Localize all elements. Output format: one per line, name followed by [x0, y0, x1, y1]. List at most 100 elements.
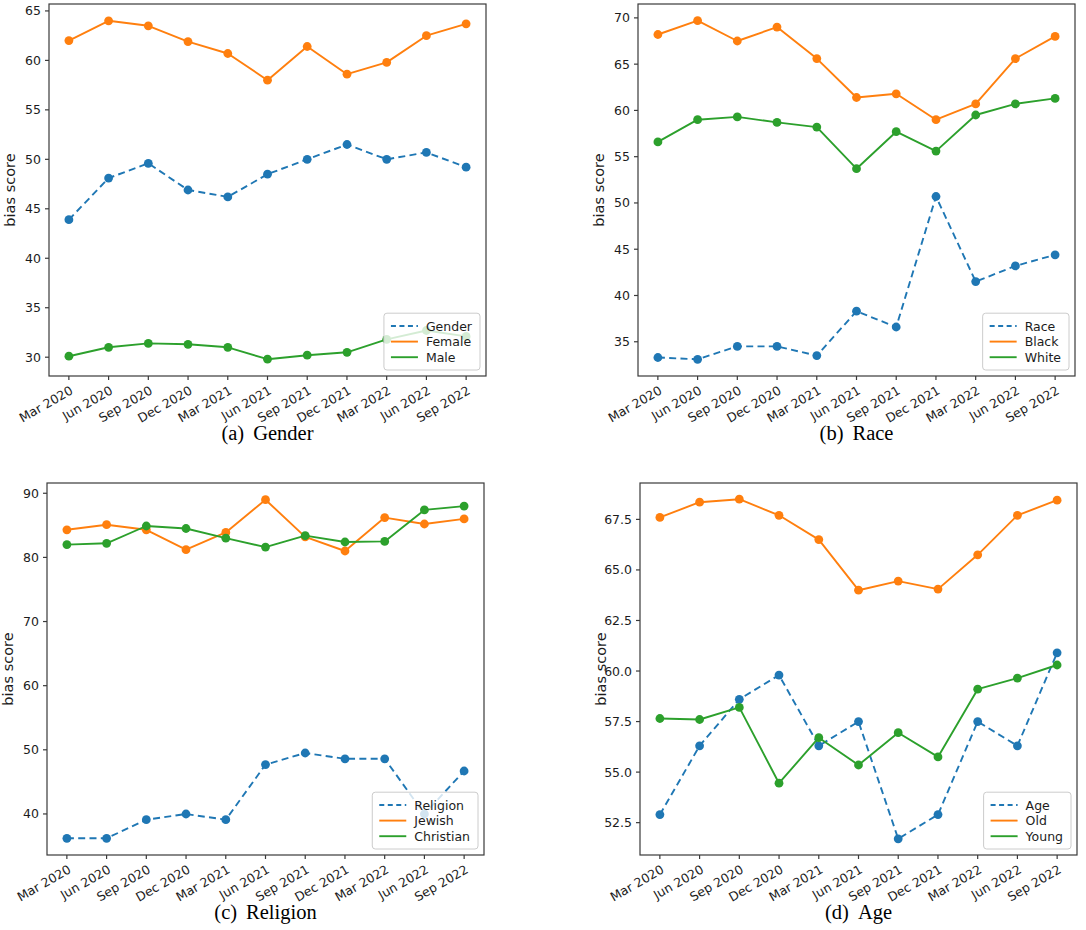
data-point: [693, 115, 702, 124]
data-point: [343, 140, 352, 149]
data-point: [812, 54, 821, 63]
series-line: [658, 21, 1055, 120]
y-tick-label: 80: [23, 550, 39, 565]
data-point: [892, 89, 901, 98]
legend-label: Jewish: [413, 813, 454, 828]
data-point: [934, 753, 943, 762]
bias-score-figure: 3035404550556065Mar 2020Jun 2020Sep 2020…: [0, 0, 1086, 930]
chart-race: 3540455055606570Mar 2020Jun 2020Sep 2020…: [543, 0, 1086, 465]
data-point: [775, 779, 784, 788]
data-point: [142, 815, 151, 824]
data-point: [854, 717, 863, 726]
y-tick-label: 55: [614, 149, 630, 164]
data-point: [932, 115, 941, 124]
y-tick-label: 30: [25, 350, 41, 365]
data-point: [932, 147, 941, 156]
data-point: [695, 741, 704, 750]
legend-label: White: [1025, 350, 1062, 365]
y-tick-label: 45: [614, 242, 630, 257]
data-point: [892, 323, 901, 332]
chart-gender: 3035404550556065Mar 2020Jun 2020Sep 2020…: [0, 0, 543, 465]
data-point: [261, 543, 270, 552]
data-point: [102, 539, 111, 548]
data-point: [104, 16, 113, 25]
data-point: [263, 355, 272, 364]
y-tick-label: 70: [614, 10, 630, 25]
data-point: [301, 749, 310, 758]
data-point: [733, 113, 742, 122]
chart-age: 52.555.057.560.062.565.067.5Mar 2020Jun …: [543, 465, 1086, 930]
data-point: [343, 348, 352, 357]
subfigure-gender: 3035404550556065Mar 2020Jun 2020Sep 2020…: [0, 0, 543, 465]
data-point: [1011, 262, 1020, 271]
legend: AgeOldYoung: [984, 792, 1071, 849]
data-point: [852, 93, 861, 102]
data-point: [894, 728, 903, 737]
data-point: [973, 717, 982, 726]
data-point: [973, 550, 982, 559]
data-point: [144, 21, 153, 30]
series-female: [65, 16, 471, 84]
legend-label: Age: [1026, 798, 1050, 813]
data-point: [382, 58, 391, 67]
y-tick-label: 40: [614, 288, 630, 303]
data-point: [63, 834, 72, 843]
caption-text: Race: [852, 422, 893, 444]
data-point: [301, 531, 310, 540]
data-point: [223, 343, 232, 352]
data-point: [654, 353, 663, 362]
data-point: [221, 815, 230, 824]
data-point: [852, 307, 861, 316]
legend-label: Young: [1025, 829, 1063, 844]
legend: ReligionJewishChristian: [372, 792, 478, 849]
data-point: [382, 155, 391, 164]
data-point: [142, 522, 151, 531]
data-point: [184, 340, 193, 349]
series-line: [658, 98, 1055, 168]
data-point: [773, 23, 782, 32]
data-point: [182, 810, 191, 819]
y-tick-label: 40: [25, 251, 41, 266]
data-point: [971, 111, 980, 120]
subfigure-religion: 405060708090Mar 2020Jun 2020Sep 2020Dec …: [0, 465, 543, 930]
data-point: [182, 524, 191, 533]
y-tick-label: 57.5: [604, 714, 632, 729]
data-point: [971, 277, 980, 286]
legend: RaceBlackWhite: [983, 313, 1069, 370]
y-tick-label: 45: [25, 201, 41, 216]
caption-age: (d)Age: [825, 901, 892, 924]
series-old: [656, 495, 1062, 595]
data-point: [735, 695, 744, 704]
data-point: [420, 506, 429, 515]
data-point: [422, 148, 431, 157]
data-point: [814, 535, 823, 544]
data-point: [263, 170, 272, 179]
caption-text: Religion: [246, 901, 317, 923]
data-point: [144, 339, 153, 348]
data-point: [971, 100, 980, 109]
data-point: [102, 834, 111, 843]
data-point: [1053, 496, 1062, 505]
data-point: [812, 351, 821, 360]
data-point: [854, 761, 863, 770]
data-point: [693, 16, 702, 25]
data-point: [656, 714, 665, 723]
data-point: [1013, 741, 1022, 750]
data-point: [422, 31, 431, 40]
chart-religion: 405060708090Mar 2020Jun 2020Sep 2020Dec …: [0, 465, 543, 930]
data-point: [894, 577, 903, 586]
data-point: [1011, 54, 1020, 63]
series-line: [69, 145, 466, 220]
y-tick-label: 55: [25, 102, 41, 117]
data-point: [814, 741, 823, 750]
data-point: [104, 343, 113, 352]
data-point: [1053, 661, 1062, 670]
data-point: [1011, 100, 1020, 109]
y-tick-label: 65.0: [604, 562, 632, 577]
data-point: [852, 164, 861, 173]
data-point: [380, 754, 389, 763]
caption-gender: (a)Gender: [221, 422, 313, 445]
subfigure-age: 52.555.057.560.062.565.067.5Mar 2020Jun …: [543, 465, 1086, 930]
data-point: [341, 754, 350, 763]
legend-label: Race: [1025, 319, 1056, 334]
